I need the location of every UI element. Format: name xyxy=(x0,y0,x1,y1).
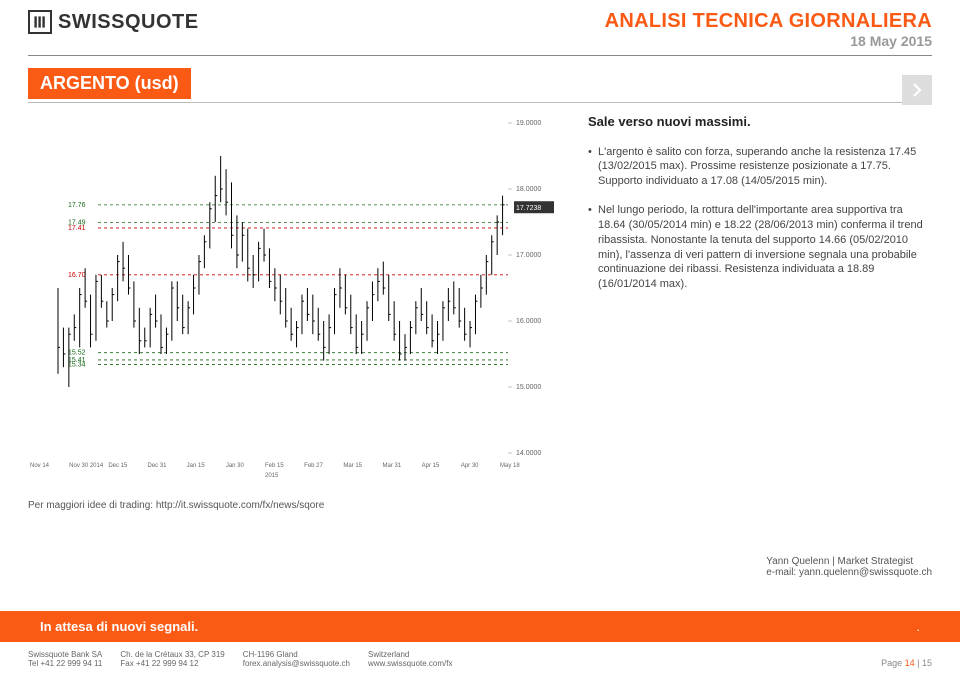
svg-text:15.0000: 15.0000 xyxy=(516,384,541,391)
summary-text: In attesa di nuovi segnali. xyxy=(40,619,198,634)
author-name: Yann Quelenn | Market Strategist xyxy=(766,556,932,567)
instrument-title: ARGENTO (usd) xyxy=(28,68,191,99)
svg-text:May 18: May 18 xyxy=(500,463,520,469)
svg-text:Apr 15: Apr 15 xyxy=(422,463,440,469)
footer-email: forex.analysis@swissquote.ch xyxy=(243,659,350,668)
svg-text:Jan 30: Jan 30 xyxy=(226,463,245,469)
svg-text:Mar 15: Mar 15 xyxy=(343,463,362,469)
svg-text:17.7238: 17.7238 xyxy=(516,205,541,212)
footer-company: Swissquote Bank SA xyxy=(28,650,102,659)
svg-text:Apr 30: Apr 30 xyxy=(461,463,479,469)
footer-url: www.swissquote.com/fx xyxy=(368,659,452,668)
author-block: Yann Quelenn | Market Strategist e-mail:… xyxy=(766,556,932,578)
svg-text:17.76: 17.76 xyxy=(68,202,86,209)
svg-text:Mar 31: Mar 31 xyxy=(383,463,402,469)
svg-text:16.70: 16.70 xyxy=(68,272,86,279)
svg-text:17.0000: 17.0000 xyxy=(516,252,541,259)
svg-text:15.52: 15.52 xyxy=(68,350,86,357)
author-email: e-mail: yann.quelenn@swissquote.ch xyxy=(766,567,932,578)
page-current: 14 xyxy=(905,658,915,668)
footer-address: Ch. de la Crétaux 33, CP 319 xyxy=(120,650,224,659)
footer-info: Swissquote Bank SATel +41 22 999 94 11 C… xyxy=(28,650,932,668)
svg-text:17.41: 17.41 xyxy=(68,225,86,232)
svg-text:Jan 15: Jan 15 xyxy=(187,463,206,469)
svg-text:Nov 14: Nov 14 xyxy=(30,463,50,469)
analysis-list: L'argento è salito con forza, superando … xyxy=(588,145,932,293)
svg-text:19.0000: 19.0000 xyxy=(516,120,541,127)
svg-text:14.0000: 14.0000 xyxy=(516,450,541,457)
report-date: 18 May 2015 xyxy=(605,33,932,49)
analysis-bullet: Nel lungo periodo, la rottura dell'impor… xyxy=(588,203,932,292)
summary-dot: . xyxy=(916,619,920,634)
page-number: Page 14 | 15 xyxy=(881,658,932,668)
footer-city: CH-1196 Gland xyxy=(243,650,350,659)
page-total: 15 xyxy=(922,658,932,668)
analysis-bullet: L'argento è salito con forza, superando … xyxy=(588,145,932,190)
brand-name: SWISSQUOTE xyxy=(58,11,199,34)
logo-icon xyxy=(28,10,52,34)
report-title: ANALISI TECNICA GIORNALIERA xyxy=(605,10,932,33)
analysis-headline: Sale verso nuovi massimi. xyxy=(588,113,932,131)
summary-band: In attesa di nuovi segnali. . xyxy=(0,611,960,642)
brand-logo: SWISSQUOTE xyxy=(28,10,199,34)
svg-text:Nov 30 2014: Nov 30 2014 xyxy=(69,463,104,469)
svg-text:Feb 27: Feb 27 xyxy=(304,463,323,469)
svg-text:16.0000: 16.0000 xyxy=(516,318,541,325)
svg-text:Dec 15: Dec 15 xyxy=(108,463,128,469)
more-ideas-link[interactable]: Per maggiori idee di trading: http://it.… xyxy=(28,500,568,511)
svg-text:18.0000: 18.0000 xyxy=(516,186,541,193)
divider xyxy=(28,102,932,103)
svg-text:Dec 31: Dec 31 xyxy=(148,463,168,469)
svg-text:Feb 15: Feb 15 xyxy=(265,463,284,469)
footer-country: Switzerland xyxy=(368,650,452,659)
footer-tel: Tel +41 22 999 94 11 xyxy=(28,659,102,668)
svg-text:2015: 2015 xyxy=(265,473,279,479)
next-arrow-icon[interactable] xyxy=(902,75,932,105)
price-chart: 19.0000 18.0000 17.7238 17.0000 16.0000 15.00… xyxy=(28,113,568,493)
footer-fax: Fax +41 22 999 94 12 xyxy=(120,659,224,668)
svg-text:15.34: 15.34 xyxy=(68,362,86,369)
